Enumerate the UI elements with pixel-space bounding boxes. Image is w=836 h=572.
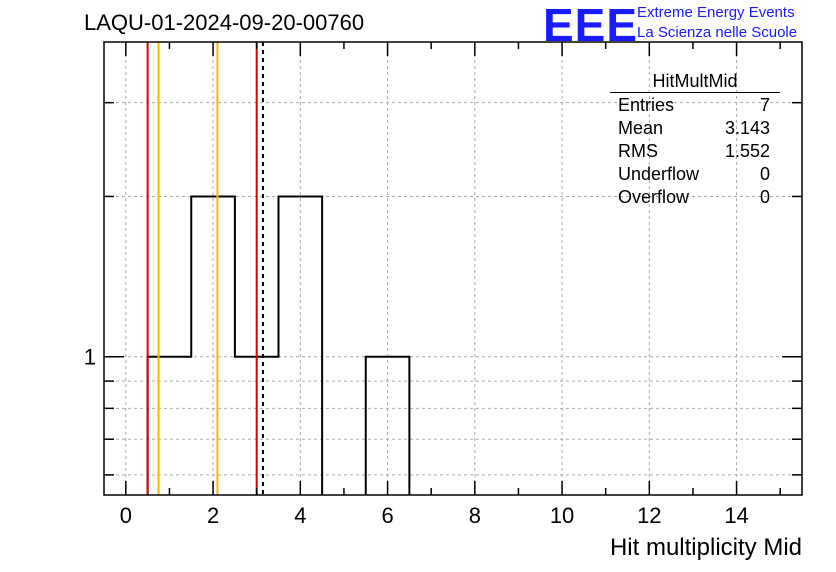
stats-title: HitMultMid xyxy=(610,70,780,93)
x-tick-label: 10 xyxy=(550,503,574,528)
stats-value: 0 xyxy=(759,164,770,184)
logo-line-1: Extreme Energy Events xyxy=(637,4,795,21)
stats-label: Overflow xyxy=(618,187,690,207)
eee-logo-mark: EEE xyxy=(543,0,639,51)
plot-frame xyxy=(103,41,803,496)
stats-row-mean: Mean 3.143 xyxy=(612,117,778,140)
stats-label: Entries xyxy=(618,95,675,115)
stats-row-rms: RMS 1.552 xyxy=(612,140,778,163)
run-title: LAQU-01-2024-09-20-00760 xyxy=(84,10,365,35)
stats-value: 1.552 xyxy=(724,141,770,161)
histogram-outline xyxy=(146,195,411,495)
stats-value: 0 xyxy=(759,187,770,207)
logo-line-2: La Scienza nelle Scuole xyxy=(637,24,798,41)
stats-row-entries: Entries 7 xyxy=(612,94,778,117)
x-tick-label: 12 xyxy=(637,503,661,528)
y-tick-label: 1 xyxy=(84,345,96,370)
stats-label: RMS xyxy=(618,141,658,161)
stats-value: 3.143 xyxy=(724,118,770,138)
x-tick-label: 4 xyxy=(294,503,306,528)
x-tick-label: 0 xyxy=(120,503,132,528)
x-axis-label: Hit multiplicity Mid xyxy=(609,534,802,561)
histogram-bin xyxy=(148,357,192,495)
x-tick-label: 6 xyxy=(381,503,393,528)
stats-value: 7 xyxy=(759,95,770,115)
stats-box: HitMultMid Entries 7 Mean 3.143 RMS 1.55… xyxy=(610,70,780,209)
stats-label: Mean xyxy=(618,118,664,138)
stats-row-overflow: Overflow 0 xyxy=(612,186,778,209)
x-tick-label: 8 xyxy=(469,503,481,528)
stats-label: Underflow xyxy=(618,164,700,184)
x-tick-label: 2 xyxy=(207,503,219,528)
stats-row-underflow: Underflow 0 xyxy=(612,163,778,186)
x-tick-label: 14 xyxy=(724,503,748,528)
